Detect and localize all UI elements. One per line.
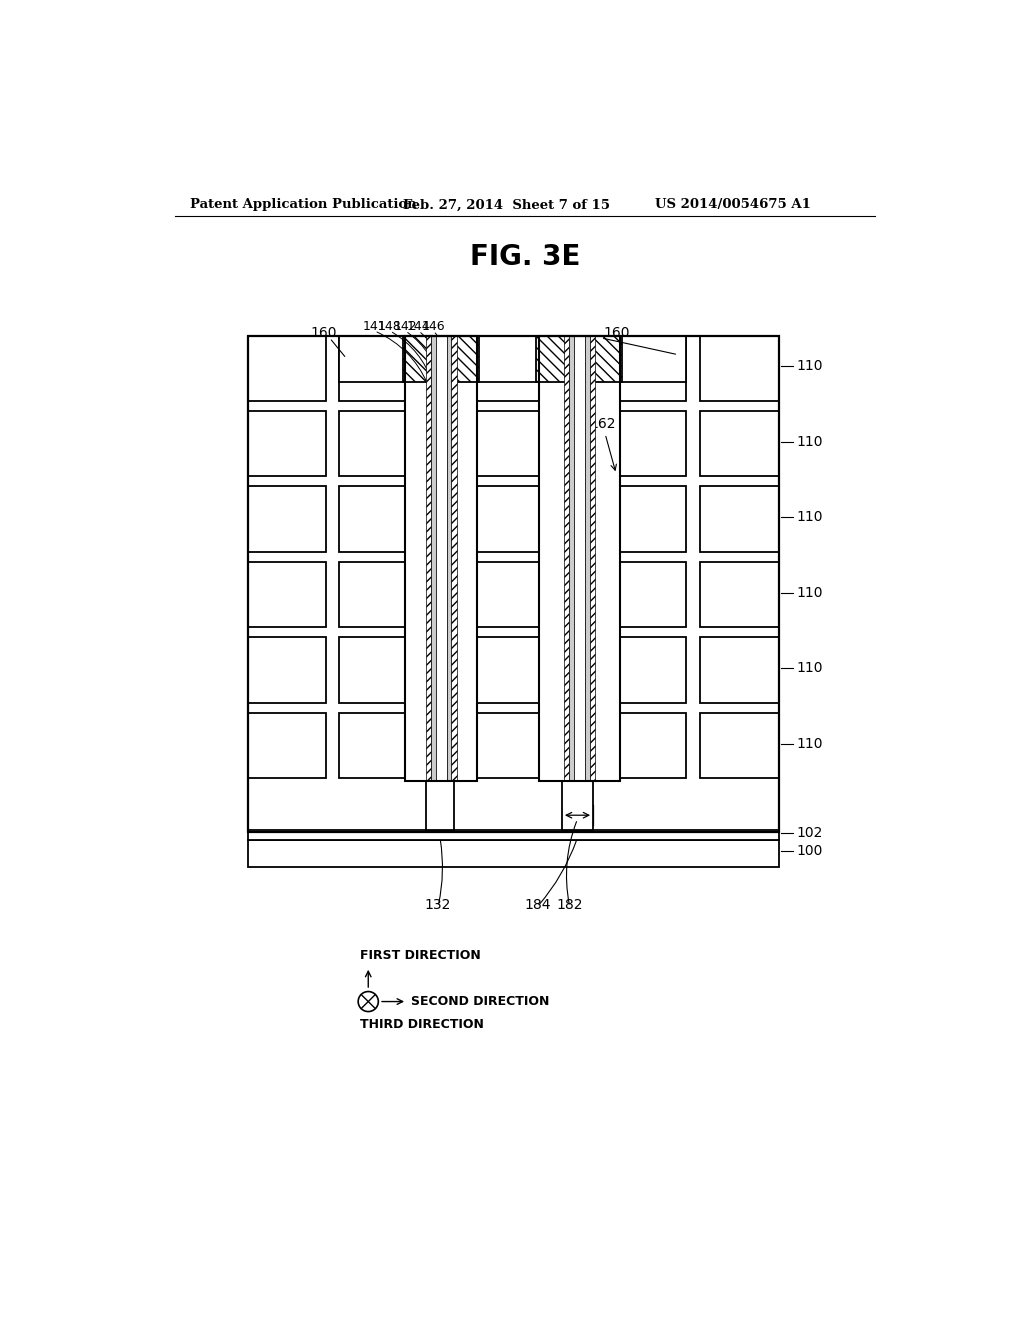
Bar	[406, 335, 621, 401]
Bar	[248, 335, 326, 401]
Text: Patent Application Publication: Patent Application Publication	[190, 198, 417, 211]
Bar	[339, 335, 406, 401]
Bar	[621, 411, 686, 477]
Bar	[248, 713, 326, 779]
Bar	[406, 411, 621, 477]
Text: 132: 132	[425, 898, 452, 912]
Text: 160: 160	[603, 326, 630, 341]
Text: 162: 162	[589, 417, 616, 470]
Text: 184: 184	[524, 898, 551, 912]
Bar	[700, 562, 779, 627]
Bar	[621, 335, 686, 401]
Text: 110: 110	[796, 661, 822, 675]
Bar	[248, 487, 326, 552]
Bar	[406, 713, 621, 779]
Bar	[248, 840, 779, 867]
Bar	[248, 562, 326, 627]
Text: 110: 110	[796, 737, 822, 751]
Bar	[537, 335, 623, 381]
Bar	[339, 411, 406, 477]
Bar	[621, 638, 686, 702]
Bar	[339, 562, 406, 627]
Bar	[621, 713, 686, 779]
Bar	[562, 780, 593, 830]
Bar	[435, 335, 446, 780]
Bar	[431, 335, 435, 780]
Text: 148: 148	[378, 321, 401, 333]
Bar	[406, 638, 621, 702]
Bar	[406, 562, 621, 627]
Text: 110: 110	[796, 359, 822, 374]
Bar	[700, 487, 779, 552]
Text: 160: 160	[310, 326, 337, 341]
Bar	[406, 335, 477, 780]
Bar	[452, 335, 457, 780]
Text: 144: 144	[407, 321, 430, 333]
Bar	[248, 638, 326, 702]
Text: 141: 141	[362, 321, 386, 333]
Bar	[339, 638, 406, 702]
Bar	[621, 487, 686, 552]
Bar	[539, 335, 621, 780]
Text: FIRST DIRECTION: FIRST DIRECTION	[360, 949, 481, 962]
Bar	[248, 411, 326, 477]
Bar	[700, 335, 779, 401]
Bar	[700, 638, 779, 702]
Text: Feb. 27, 2014  Sheet 7 of 15: Feb. 27, 2014 Sheet 7 of 15	[403, 198, 610, 211]
Bar	[339, 487, 406, 552]
Text: THIRD DIRECTION: THIRD DIRECTION	[360, 1018, 484, 1031]
Bar	[446, 335, 452, 780]
Text: 182: 182	[556, 898, 583, 912]
Bar	[426, 780, 454, 830]
Text: SECOND DIRECTION: SECOND DIRECTION	[411, 995, 549, 1008]
Text: 102: 102	[796, 826, 822, 840]
Bar	[426, 335, 431, 780]
Bar	[339, 335, 686, 381]
Text: 100: 100	[796, 845, 822, 858]
Bar	[564, 335, 569, 780]
Bar	[248, 335, 779, 832]
Bar	[590, 335, 595, 780]
Bar	[574, 335, 585, 780]
Bar	[406, 335, 477, 780]
Text: FIG. 3E: FIG. 3E	[470, 243, 580, 271]
Bar	[700, 713, 779, 779]
Text: US 2014/0054675 A1: US 2014/0054675 A1	[655, 198, 811, 211]
Bar	[406, 487, 621, 552]
Bar	[539, 335, 621, 780]
Bar	[569, 335, 574, 780]
Text: 110: 110	[796, 511, 822, 524]
Bar	[585, 335, 590, 780]
Bar	[700, 411, 779, 477]
Bar	[621, 562, 686, 627]
Bar	[248, 830, 779, 840]
Bar	[339, 713, 406, 779]
Text: 146: 146	[422, 321, 445, 333]
Text: 110: 110	[796, 586, 822, 599]
Text: 110: 110	[796, 434, 822, 449]
Text: 142: 142	[393, 321, 417, 333]
Bar	[403, 335, 479, 381]
